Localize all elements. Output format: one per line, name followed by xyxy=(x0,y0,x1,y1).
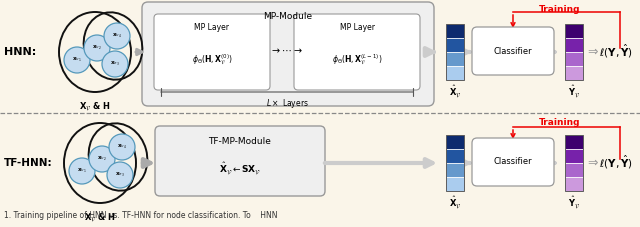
Bar xyxy=(446,66,464,80)
FancyBboxPatch shape xyxy=(154,14,270,90)
Text: MP Layer: MP Layer xyxy=(195,23,230,32)
Text: MP-Module: MP-Module xyxy=(264,12,312,21)
Text: $\mathbf{x}_{v_4}$: $\mathbf{x}_{v_4}$ xyxy=(112,32,122,40)
Text: $\hat{\mathbf{X}}_\mathcal{V} \leftarrow \mathbf{S}\mathbf{X}_\mathcal{V}$: $\hat{\mathbf{X}}_\mathcal{V} \leftarrow… xyxy=(219,161,261,177)
Text: Classifier: Classifier xyxy=(493,47,532,55)
Text: $\mathbf{x}_{v_1}$: $\mathbf{x}_{v_1}$ xyxy=(72,56,82,64)
Text: $\ell(\mathbf{Y}, \hat{\mathbf{Y}})$: $\ell(\mathbf{Y}, \hat{\mathbf{Y}})$ xyxy=(599,42,633,60)
Text: MP Layer: MP Layer xyxy=(339,23,374,32)
Text: 1. Training pipeline of HNN vs. TF-HNN for node classification. To    HNN: 1. Training pipeline of HNN vs. TF-HNN f… xyxy=(4,211,278,220)
Bar xyxy=(446,24,464,80)
FancyBboxPatch shape xyxy=(142,2,434,106)
Bar xyxy=(446,24,464,38)
Circle shape xyxy=(109,134,135,160)
Bar xyxy=(446,38,464,52)
Bar xyxy=(565,38,583,52)
Text: $\mathbf{X}_\mathcal{V}$ & $\mathbf{H}$: $\mathbf{X}_\mathcal{V}$ & $\mathbf{H}$ xyxy=(79,100,111,113)
Bar xyxy=(446,135,464,191)
Bar xyxy=(565,149,583,163)
Bar xyxy=(446,177,464,191)
Circle shape xyxy=(69,158,95,184)
Bar xyxy=(565,66,583,80)
Text: TF-HNN:: TF-HNN: xyxy=(4,158,52,168)
Text: $\Rightarrow$: $\Rightarrow$ xyxy=(585,44,599,57)
Text: $\hat{\mathbf{Y}}_\mathcal{V}$: $\hat{\mathbf{Y}}_\mathcal{V}$ xyxy=(568,84,580,100)
Text: $\mathbf{x}_{v_4}$: $\mathbf{x}_{v_4}$ xyxy=(117,143,127,151)
Circle shape xyxy=(102,51,128,77)
Bar xyxy=(565,163,583,177)
Text: $\ell(\mathbf{Y}, \hat{\mathbf{Y}})$: $\ell(\mathbf{Y}, \hat{\mathbf{Y}})$ xyxy=(599,153,633,171)
Text: $\mathbf{x}_{v_2}$: $\mathbf{x}_{v_2}$ xyxy=(97,155,107,163)
Bar xyxy=(446,149,464,163)
Bar xyxy=(565,177,583,191)
Text: $\Rightarrow$: $\Rightarrow$ xyxy=(585,155,599,168)
Bar xyxy=(446,52,464,66)
Text: $\hat{\mathbf{X}}_\mathcal{V}$: $\hat{\mathbf{X}}_\mathcal{V}$ xyxy=(449,195,461,211)
Text: $\mathbf{x}_{e_3}$: $\mathbf{x}_{e_3}$ xyxy=(110,60,120,68)
Text: $\mathbf{x}_{v_2}$: $\mathbf{x}_{v_2}$ xyxy=(92,44,102,52)
Text: $L\times$ Layers: $L\times$ Layers xyxy=(266,97,308,110)
Text: $\rightarrow\cdots\rightarrow$: $\rightarrow\cdots\rightarrow$ xyxy=(270,45,303,55)
Circle shape xyxy=(89,146,115,172)
Text: $\hat{\mathbf{X}}_\mathcal{V}$: $\hat{\mathbf{X}}_\mathcal{V}$ xyxy=(449,84,461,100)
Text: $\hat{\mathbf{Y}}_\mathcal{V}$: $\hat{\mathbf{Y}}_\mathcal{V}$ xyxy=(568,195,580,211)
Text: $\mathbf{X}_\mathcal{V}$ & $\mathbf{H}$: $\mathbf{X}_\mathcal{V}$ & $\mathbf{H}$ xyxy=(84,211,116,224)
Text: $\phi_\Theta(\mathbf{H},\mathbf{X}_\mathcal{V}^{(0)})$: $\phi_\Theta(\mathbf{H},\mathbf{X}_\math… xyxy=(191,53,232,67)
Circle shape xyxy=(104,23,130,49)
FancyBboxPatch shape xyxy=(472,138,554,186)
Text: $\mathbf{x}_{v_1}$: $\mathbf{x}_{v_1}$ xyxy=(77,167,87,175)
Bar xyxy=(565,135,583,149)
Bar xyxy=(565,24,583,38)
Text: HNN:: HNN: xyxy=(4,47,36,57)
Text: $\mathbf{x}_{e_3}$: $\mathbf{x}_{e_3}$ xyxy=(115,171,125,179)
FancyBboxPatch shape xyxy=(472,27,554,75)
Text: Classifier: Classifier xyxy=(493,158,532,166)
Circle shape xyxy=(107,162,133,188)
Text: Training: Training xyxy=(540,118,580,127)
Text: $\phi_\Theta(\mathbf{H},\mathbf{X}_\mathcal{V}^{(L-1)})$: $\phi_\Theta(\mathbf{H},\mathbf{X}_\math… xyxy=(332,53,382,67)
Bar xyxy=(565,52,583,66)
FancyBboxPatch shape xyxy=(294,14,420,90)
Bar xyxy=(446,135,464,149)
Circle shape xyxy=(64,47,90,73)
Text: TF-MP-Module: TF-MP-Module xyxy=(209,137,271,146)
Text: Training: Training xyxy=(540,5,580,14)
Bar xyxy=(565,135,583,191)
Bar xyxy=(565,24,583,80)
FancyBboxPatch shape xyxy=(155,126,325,196)
Bar xyxy=(446,163,464,177)
Circle shape xyxy=(84,35,110,61)
